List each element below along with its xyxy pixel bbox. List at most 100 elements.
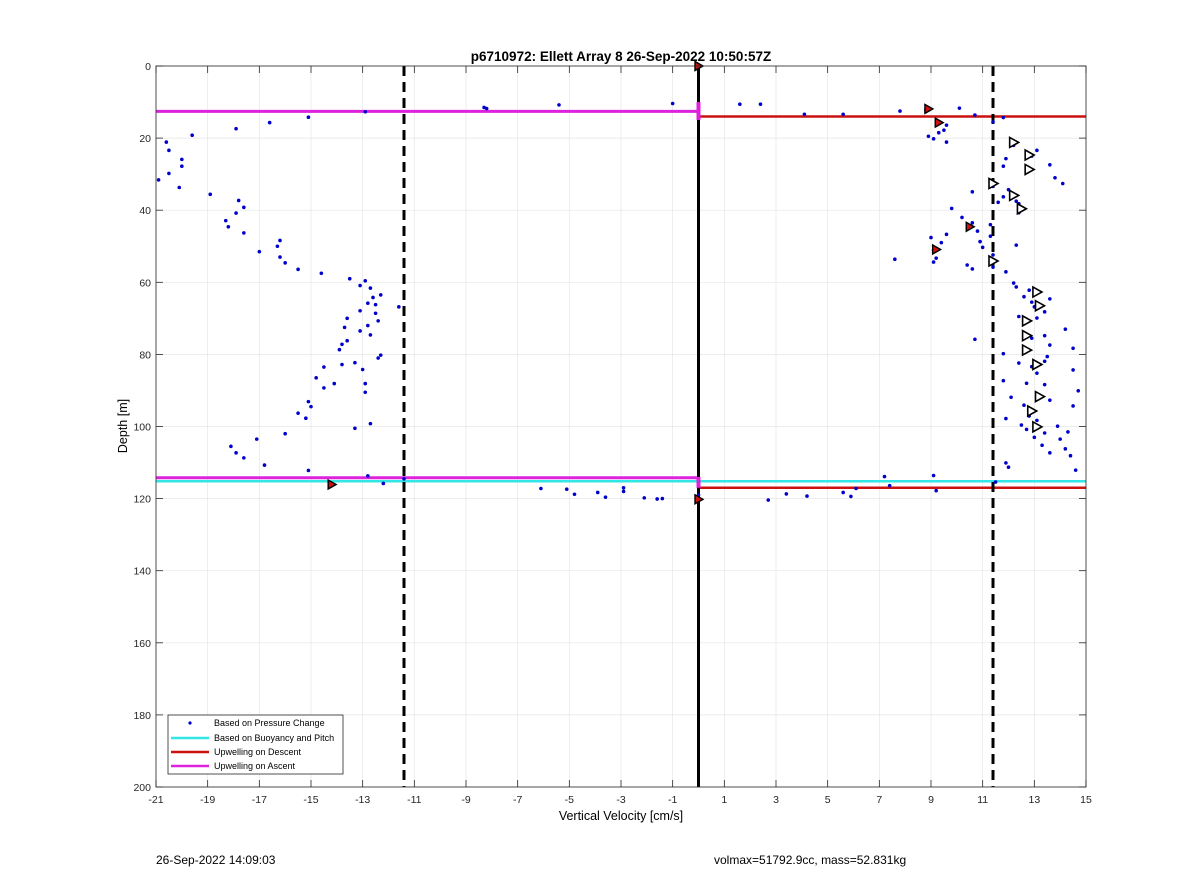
pressure-change-point bbox=[306, 115, 311, 119]
pressure-change-point bbox=[371, 295, 375, 300]
triangle-marker bbox=[988, 177, 1000, 190]
pressure-change-point bbox=[993, 480, 998, 484]
pressure-change-point bbox=[988, 222, 993, 227]
pressure-change-point bbox=[1042, 382, 1047, 387]
pressure-change-point bbox=[1063, 447, 1068, 451]
pressure-change-point bbox=[223, 218, 228, 223]
pressure-change-point bbox=[402, 476, 406, 481]
pressure-change-point bbox=[363, 109, 368, 114]
pressure-change-point bbox=[1017, 361, 1021, 365]
pressure-change-point bbox=[229, 444, 233, 449]
pressure-change-point bbox=[180, 157, 184, 162]
pressure-change-point bbox=[1071, 404, 1075, 408]
pressure-change-point bbox=[926, 134, 931, 139]
pressure-change-point bbox=[996, 200, 1000, 205]
pressure-change-point bbox=[363, 279, 368, 283]
pressure-change-point bbox=[1004, 416, 1008, 421]
pressure-change-point bbox=[738, 102, 742, 107]
pressure-change-point bbox=[642, 496, 647, 500]
pressure-change-point bbox=[1029, 336, 1034, 340]
x-axis-label: Vertical Velocity [cm/s] bbox=[559, 809, 683, 823]
x-tick-label: -17 bbox=[252, 794, 267, 806]
pressure-change-point bbox=[1004, 270, 1008, 274]
pressure-change-point bbox=[368, 286, 373, 290]
x-tick-label: -19 bbox=[200, 794, 215, 806]
pressure-change-point bbox=[190, 133, 194, 138]
pressure-change-point bbox=[373, 311, 378, 316]
red-marker bbox=[327, 478, 338, 491]
pressure-change-point bbox=[360, 367, 365, 372]
pressure-change-point bbox=[670, 101, 675, 106]
triangle-marker bbox=[1021, 314, 1034, 328]
pressure-change-point bbox=[1001, 195, 1006, 199]
pressure-change-point bbox=[283, 431, 287, 436]
y-tick-label: 140 bbox=[133, 566, 151, 578]
pressure-change-point bbox=[322, 386, 326, 390]
pressure-change-point bbox=[965, 263, 969, 267]
pressure-change-point bbox=[939, 240, 944, 245]
pressure-change-point bbox=[1053, 175, 1057, 180]
pressure-change-point bbox=[603, 495, 608, 499]
pressure-change-point bbox=[363, 390, 368, 395]
pressure-change-point bbox=[208, 192, 213, 197]
legend-marker-point bbox=[188, 721, 192, 725]
pressure-change-point bbox=[893, 257, 897, 262]
pressure-change-point bbox=[1063, 327, 1068, 331]
pressure-change-point bbox=[1048, 398, 1052, 402]
pressure-change-point bbox=[363, 381, 368, 386]
pressure-change-point bbox=[242, 456, 246, 460]
pressure-change-point bbox=[306, 399, 311, 404]
pressure-change-point bbox=[262, 463, 267, 467]
triangle-marker bbox=[1008, 189, 1021, 202]
pressure-change-point bbox=[849, 494, 853, 499]
legend: Based on Pressure Change Based on Buoyan… bbox=[167, 714, 344, 775]
legend-entry-buoyancy: Based on Buoyancy and Pitch bbox=[171, 733, 334, 743]
pressure-change-point bbox=[841, 112, 845, 117]
x-tick-label: -21 bbox=[148, 794, 163, 806]
pressure-change-point bbox=[944, 232, 949, 237]
pressure-change-point bbox=[1042, 431, 1047, 435]
pressure-change-point bbox=[564, 487, 569, 492]
pressure-change-point bbox=[973, 337, 977, 342]
pressure-change-point bbox=[929, 235, 933, 240]
pressure-change-point bbox=[621, 489, 626, 494]
triangle-marker bbox=[1032, 358, 1044, 371]
pressure-change-point bbox=[988, 234, 993, 238]
pressure-change-point bbox=[931, 137, 936, 141]
pressure-change-point bbox=[397, 305, 401, 309]
pressure-change-point bbox=[1048, 451, 1052, 455]
pressure-change-point bbox=[340, 342, 344, 347]
red-marker bbox=[934, 116, 945, 129]
pressure-change-point bbox=[1068, 453, 1073, 458]
y-axis-label: Depth [m] bbox=[116, 399, 130, 453]
pressure-change-point bbox=[1040, 443, 1044, 448]
x-tick-label: -5 bbox=[565, 794, 574, 806]
y-tick-label: 100 bbox=[133, 422, 151, 434]
pressure-change-point bbox=[319, 271, 324, 276]
x-tick-label: 3 bbox=[773, 794, 779, 806]
pressure-change-point bbox=[1001, 378, 1006, 383]
pressure-change-point bbox=[1009, 395, 1013, 400]
pressure-change-point bbox=[337, 347, 342, 352]
pressure-change-point bbox=[1055, 424, 1060, 428]
pressure-change-point bbox=[960, 215, 964, 220]
pressure-change-point bbox=[1011, 281, 1016, 285]
x-tick-label: 9 bbox=[928, 794, 934, 806]
pressure-change-point bbox=[991, 265, 995, 269]
footer-params: volmax=51792.9cc, mass=52.831kg bbox=[714, 853, 907, 867]
pressure-change-point bbox=[1022, 403, 1026, 408]
red-marker bbox=[931, 243, 943, 256]
pressure-change-point bbox=[322, 365, 326, 369]
x-tick-label: -7 bbox=[513, 794, 522, 806]
pressure-change-point bbox=[345, 338, 349, 343]
axis-ticks: -21 -19 -17 -15 -13 -11 -9 -7 -5 -3 -1 1 3 5 7 9 11 13 150… bbox=[133, 61, 1092, 806]
pressure-change-point bbox=[309, 404, 313, 409]
x-tick-label: 13 bbox=[1028, 794, 1040, 806]
pressure-change-point bbox=[358, 283, 362, 288]
pressure-change-point bbox=[1048, 297, 1052, 301]
pressure-change-point bbox=[180, 164, 184, 169]
pressure-change-point bbox=[267, 120, 272, 125]
pressure-change-point bbox=[1076, 389, 1081, 393]
y-tick-label: 180 bbox=[133, 710, 151, 722]
pressure-change-point bbox=[957, 106, 962, 110]
